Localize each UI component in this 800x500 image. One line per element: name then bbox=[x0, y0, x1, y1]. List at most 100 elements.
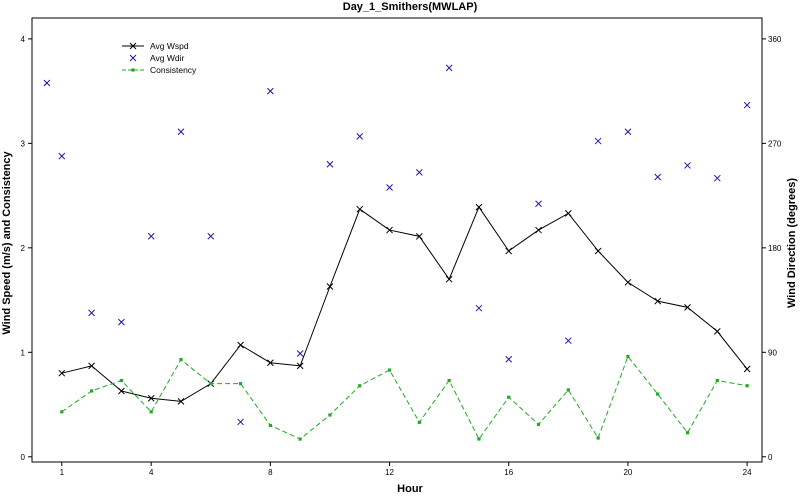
series-line-avg-wspd bbox=[61, 206, 748, 402]
point-avg-wspd bbox=[296, 362, 304, 370]
point-consistency bbox=[298, 437, 302, 441]
y-axis-right-label: Wind Direction (degrees) bbox=[786, 178, 798, 308]
point-consistency bbox=[715, 378, 719, 383]
point-avg-wdir bbox=[475, 304, 483, 312]
point-avg-wspd bbox=[177, 398, 185, 405]
point-avg-wdir bbox=[58, 152, 66, 160]
point-avg-wdir bbox=[177, 128, 185, 136]
point-consistency bbox=[507, 395, 511, 399]
x-axis-label: Hour bbox=[397, 483, 423, 495]
point-consistency bbox=[328, 413, 332, 417]
legend-item-avg-wdir: Avg Wdir bbox=[129, 53, 184, 63]
point-consistency bbox=[447, 378, 451, 383]
y-axis-left-label: Wind Speed (m/s) and Consistency bbox=[1, 150, 13, 334]
legend-label: Avg Wspd bbox=[150, 41, 189, 51]
point-avg-wspd bbox=[147, 394, 155, 402]
point-avg-wspd bbox=[88, 362, 95, 370]
point-avg-wspd bbox=[564, 210, 572, 217]
point-consistency bbox=[417, 420, 421, 424]
point-avg-wdir bbox=[445, 64, 453, 72]
chart-title: Day_1_Smithers(MWLAP) bbox=[343, 1, 478, 13]
point-consistency bbox=[477, 437, 481, 441]
point-avg-wspd bbox=[356, 205, 364, 213]
point-avg-wdir bbox=[654, 173, 662, 181]
point-avg-wdir bbox=[43, 79, 51, 87]
point-consistency bbox=[358, 384, 362, 388]
x-tick-label: 12 bbox=[385, 468, 394, 477]
point-avg-wdir bbox=[743, 101, 751, 109]
point-avg-wspd bbox=[594, 247, 602, 255]
point-avg-wdir bbox=[118, 318, 125, 326]
y-left-tick-label: 0 bbox=[21, 453, 26, 462]
point-avg-wspd bbox=[415, 232, 423, 240]
y-left-tick-label: 1 bbox=[21, 348, 26, 357]
plot-frame bbox=[31, 17, 763, 463]
y-left-tick-label: 2 bbox=[21, 244, 26, 253]
legend-item-avg-wspd: Avg Wspd bbox=[122, 41, 189, 51]
point-avg-wdir bbox=[505, 355, 513, 363]
legend-marker bbox=[129, 54, 137, 62]
x-tick-label: 20 bbox=[623, 468, 632, 477]
y-right-tick-label: 0 bbox=[768, 453, 773, 462]
point-consistency bbox=[536, 422, 541, 426]
point-avg-wdir bbox=[296, 350, 304, 357]
y-right-tick-label: 180 bbox=[768, 244, 782, 253]
y-right-tick-label: 360 bbox=[768, 35, 782, 44]
y-left-tick-label: 4 bbox=[21, 35, 26, 44]
legend-item-consistency: Consistency bbox=[122, 65, 197, 75]
x-tick-label: 24 bbox=[743, 468, 752, 477]
point-consistency bbox=[209, 382, 213, 386]
series-avg-wdir bbox=[43, 64, 751, 426]
point-avg-wspd bbox=[326, 283, 334, 290]
legend-label: Avg Wdir bbox=[150, 53, 184, 63]
point-avg-wspd bbox=[624, 278, 632, 286]
point-avg-wdir bbox=[713, 174, 721, 182]
point-avg-wspd bbox=[654, 297, 662, 305]
point-consistency bbox=[179, 358, 183, 362]
point-consistency bbox=[60, 410, 64, 414]
point-avg-wspd bbox=[386, 226, 393, 234]
point-consistency bbox=[685, 431, 690, 435]
point-consistency bbox=[387, 368, 392, 372]
point-consistency bbox=[268, 423, 272, 428]
point-consistency bbox=[566, 388, 570, 392]
point-consistency bbox=[119, 378, 123, 383]
point-avg-wspd bbox=[713, 328, 721, 335]
point-avg-wdir bbox=[684, 162, 691, 169]
point-consistency bbox=[89, 389, 94, 393]
x-tick-label: 16 bbox=[504, 468, 513, 477]
x-tick-label: 8 bbox=[268, 468, 273, 477]
point-consistency bbox=[596, 436, 600, 440]
x-tick-label: 1 bbox=[60, 468, 65, 477]
point-consistency bbox=[149, 410, 153, 414]
y-right-tick-label: 270 bbox=[768, 139, 782, 148]
point-avg-wspd bbox=[743, 365, 751, 373]
legend-marker bbox=[131, 68, 135, 72]
point-avg-wdir bbox=[415, 169, 423, 176]
point-consistency bbox=[745, 384, 749, 388]
series-avg-wspd bbox=[58, 203, 751, 405]
point-avg-wspd bbox=[684, 304, 691, 311]
legend-label: Consistency bbox=[150, 65, 197, 75]
legend: Avg Wspd Avg Wdir Consistency bbox=[122, 41, 197, 75]
point-consistency bbox=[238, 382, 243, 386]
legend-marker bbox=[129, 42, 137, 50]
point-consistency bbox=[626, 354, 630, 359]
x-tick-label: 4 bbox=[149, 468, 154, 477]
series-consistency bbox=[60, 354, 749, 441]
point-avg-wspd bbox=[475, 203, 483, 211]
point-avg-wdir bbox=[326, 160, 334, 168]
point-avg-wdir bbox=[356, 133, 364, 140]
point-avg-wspd bbox=[505, 247, 513, 255]
point-consistency bbox=[656, 392, 660, 396]
y-left-tick-label: 3 bbox=[21, 139, 26, 148]
series-line-consistency bbox=[61, 355, 748, 440]
point-avg-wdir bbox=[624, 128, 632, 136]
point-avg-wspd bbox=[445, 275, 453, 283]
point-avg-wspd bbox=[118, 387, 125, 395]
point-avg-wspd bbox=[267, 359, 274, 367]
point-avg-wdir bbox=[267, 87, 274, 95]
point-avg-wdir bbox=[564, 337, 572, 345]
y-right-tick-label: 90 bbox=[768, 348, 777, 357]
point-avg-wdir bbox=[535, 200, 542, 208]
